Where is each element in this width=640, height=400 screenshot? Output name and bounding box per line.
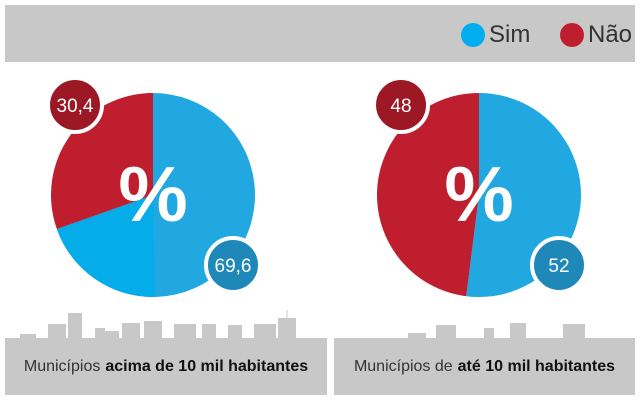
pie-slice-sim-shade	[56, 195, 155, 297]
caption-right: Municípios de até 10 mil habitantes	[334, 338, 635, 395]
skyline-building	[484, 328, 494, 338]
skyline-building	[68, 313, 82, 338]
skyline-building	[202, 324, 216, 338]
sim-dot-icon	[461, 23, 485, 47]
skyline-building	[105, 331, 119, 338]
skyline-building	[48, 324, 66, 338]
badge-sim-label: 52	[548, 256, 569, 277]
skyline-building	[20, 334, 36, 338]
percent-center-label: %	[444, 150, 513, 238]
skyline-building	[563, 324, 585, 338]
legend-label: Não	[588, 21, 633, 48]
legend-item-nao: Não	[560, 21, 632, 49]
caption-left: Municípios acima de 10 mil habitantes	[5, 338, 327, 395]
pie-slice-nao	[51, 93, 153, 229]
pie-slice-nao	[376, 93, 479, 297]
badge-nao-circle	[46, 76, 104, 134]
skyline-building	[510, 323, 526, 338]
skyline-building	[144, 321, 162, 338]
skyline-building	[174, 324, 196, 338]
badge-sim-label: 69,6	[215, 256, 252, 277]
skyline-building	[254, 324, 276, 338]
skyline-building	[278, 318, 296, 338]
caption-prefix: Municípios de	[353, 357, 453, 375]
skyline-building	[122, 323, 140, 338]
percent-center-label: %	[118, 150, 187, 238]
legend-item-sim: Sim	[461, 21, 530, 49]
badge-sim-circle	[204, 236, 262, 294]
caption-bold: até 10 mil habitantes	[457, 357, 616, 375]
legend-label: Sim	[489, 21, 531, 48]
badge-nao-label: 48	[390, 96, 411, 117]
nao-dot-icon	[560, 23, 584, 47]
skyline-building	[228, 325, 242, 338]
badge-nao-label: 30,4	[57, 96, 94, 117]
badge-nao-circle	[372, 76, 430, 134]
skyline-building	[436, 325, 456, 338]
skyline-building	[408, 333, 426, 338]
caption-bold: acima de 10 mil habitantes	[105, 357, 309, 375]
caption-prefix: Municípios	[23, 357, 101, 375]
legend-bar: Sim Não	[5, 5, 635, 62]
badge-sim-circle	[530, 236, 588, 294]
skyline-building	[95, 328, 105, 338]
